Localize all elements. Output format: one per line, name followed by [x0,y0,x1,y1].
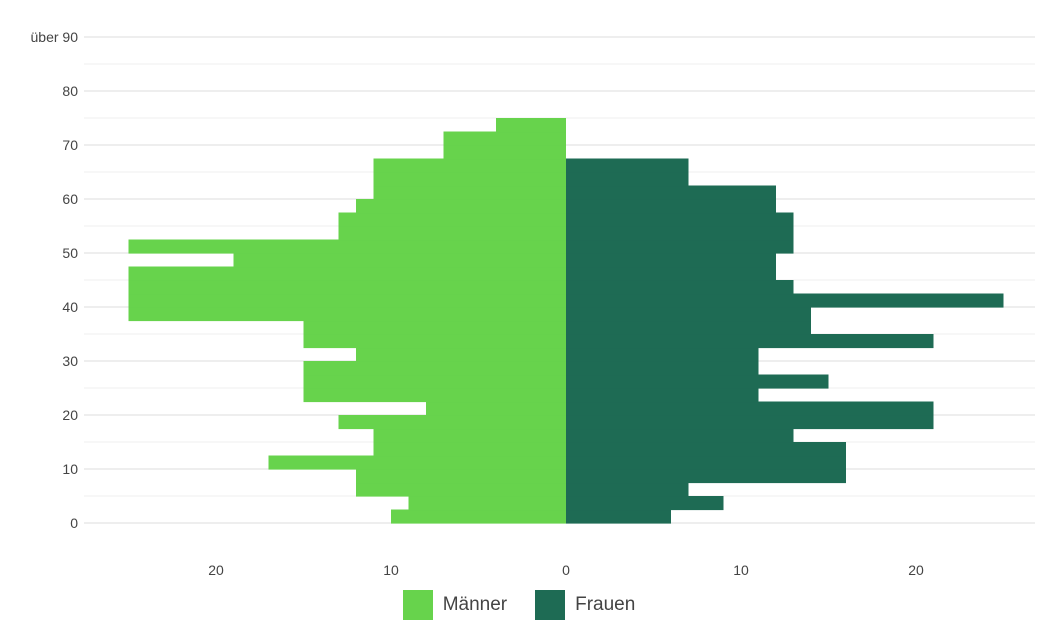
frauen-bar-24 [566,185,776,200]
frauen-bar-12 [566,347,759,362]
legend-item-frauen: Frauen [535,590,635,620]
maenner-bar-7 [338,415,566,430]
frauen-bar-10 [566,374,829,389]
frauen-bar-26 [566,158,689,173]
frauen-bar-16 [566,293,1004,308]
legend-label-maenner: Männer [442,594,508,615]
y-tick-label: 70 [62,137,78,153]
y-tick-label: 10 [62,461,78,477]
x-tick-label: 20 [908,562,924,578]
x-tick-label: 0 [562,562,570,578]
frauen-bar-11 [566,361,759,376]
population-pyramid-chart: 0 10 20 30 40 50 60 70 80 über 90 20 10 0 10 20 [31,29,1035,578]
y-tick-label: 20 [62,407,78,423]
frauen-bar-20 [566,239,794,254]
frauen-bar-3 [566,469,846,484]
frauen-bar-17 [566,280,794,295]
frauen-bars [566,158,1004,524]
y-tick-label: 0 [70,515,78,531]
frauen-bar-8 [566,401,934,416]
maenner-bar-9 [303,388,566,403]
maenner-bar-4 [268,455,566,470]
legend-item-maenner: Männer [402,590,508,620]
frauen-bar-22 [566,212,794,227]
maenner-bar-5 [373,442,566,457]
frauen-bar-9 [566,388,759,403]
maenner-bar-3 [356,469,566,484]
maenner-bar-25 [373,172,566,187]
frauen-bar-15 [566,307,811,322]
maenner-bar-29 [496,118,566,133]
maenner-bar-20 [128,239,566,254]
maenner-bar-27 [443,145,566,160]
maenner-bar-23 [356,199,566,214]
frauen-bar-7 [566,415,934,430]
y-tick-label: 60 [62,191,78,207]
y-tick-label: 80 [62,83,78,99]
frauen-bar-4 [566,455,846,470]
maenner-bar-17 [128,280,566,295]
maenner-bar-26 [373,158,566,173]
legend-swatch-maenner [402,590,433,620]
legend-swatch-frauen [535,590,566,620]
maenner-bar-14 [303,320,566,335]
frauen-bar-23 [566,199,776,214]
frauen-bar-19 [566,253,776,268]
frauen-bar-5 [566,442,846,457]
maenner-bar-6 [373,428,566,443]
y-tick-label: über 90 [31,29,79,45]
y-axis-tick-labels: 0 10 20 30 40 50 60 70 80 über 90 [31,29,79,531]
y-tick-label: 50 [62,245,78,261]
maenner-bar-16 [128,293,566,308]
maenner-bar-11 [303,361,566,376]
frauen-bar-18 [566,266,776,281]
legend-label-frauen: Frauen [575,594,636,615]
maenner-bar-8 [426,401,566,416]
frauen-bar-1 [566,496,724,511]
frauen-bar-0 [566,509,671,524]
frauen-bar-6 [566,428,794,443]
frauen-bar-21 [566,226,794,241]
x-tick-label: 10 [383,562,399,578]
maenner-bar-2 [356,482,566,497]
frauen-bar-14 [566,320,811,335]
maenner-bar-12 [356,347,566,362]
y-tick-label: 30 [62,353,78,369]
maenner-bar-1 [408,496,566,511]
maenner-bar-21 [338,226,566,241]
maenner-bar-15 [128,307,566,322]
frauen-bar-13 [566,334,934,349]
maenner-bar-18 [128,266,566,281]
frauen-bar-25 [566,172,689,187]
x-tick-label: 10 [733,562,749,578]
maenner-bar-24 [373,185,566,200]
y-tick-label: 40 [62,299,78,315]
maenner-bar-22 [338,212,566,227]
maenner-bar-10 [303,374,566,389]
maenner-bars [128,118,566,524]
maenner-bar-28 [443,131,566,146]
maenner-bar-13 [303,334,566,349]
x-axis-tick-labels: 20 10 0 10 20 [208,562,924,578]
maenner-bar-0 [391,509,566,524]
frauen-bar-2 [566,482,689,497]
legend: Männer Frauen [0,587,1038,623]
maenner-bar-19 [233,253,566,268]
x-tick-label: 20 [208,562,224,578]
